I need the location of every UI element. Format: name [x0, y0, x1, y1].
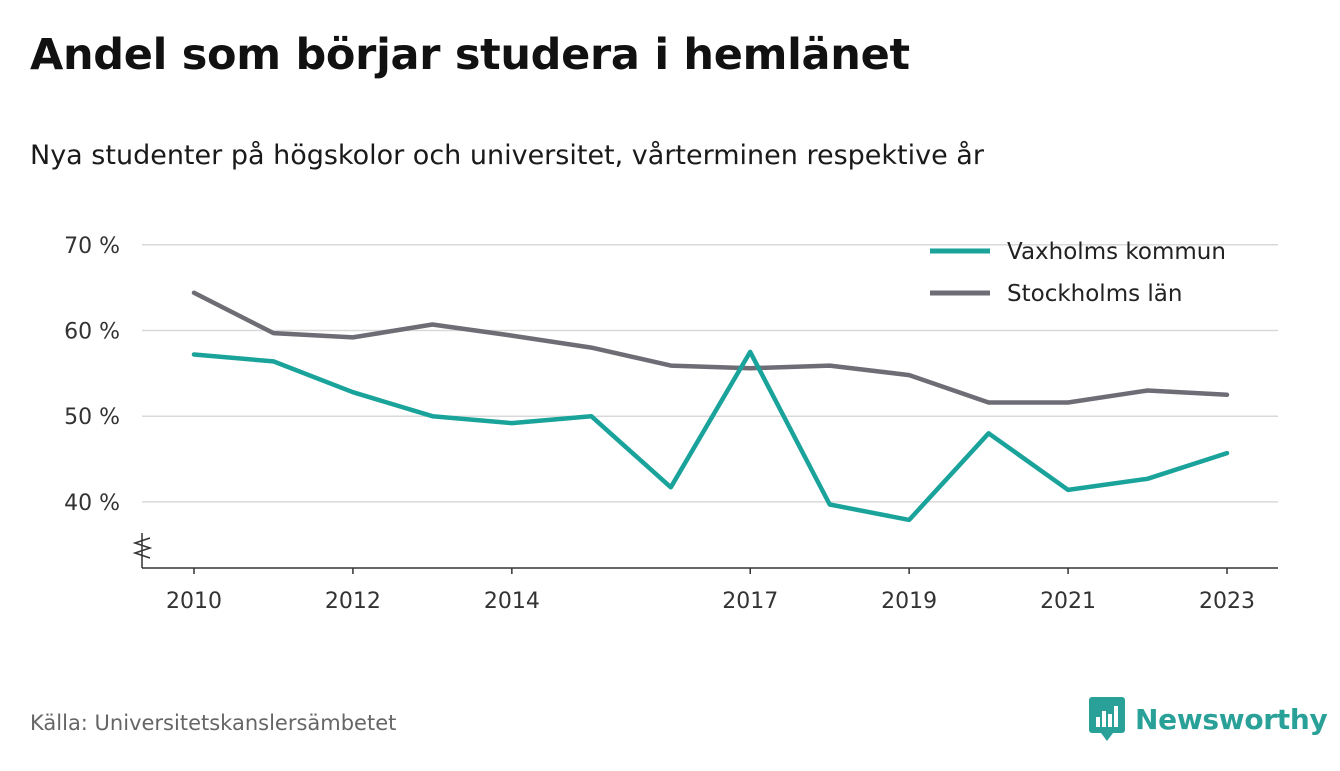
x-tick-label: 2021	[1040, 589, 1096, 614]
y-axis-break	[132, 537, 153, 559]
newsworthy-logo-icon	[1089, 697, 1125, 741]
brand-name: Newsworthy	[1135, 702, 1328, 736]
x-tick-label: 2017	[722, 589, 778, 614]
x-tick-label: 2010	[166, 589, 222, 614]
x-tick-label: 2023	[1199, 589, 1255, 614]
source-note: Källa: Universitetskanslersämbetet	[30, 711, 397, 735]
legend-label: Stockholms län	[1007, 281, 1182, 307]
y-tick-label: 50 %	[64, 405, 120, 430]
axes: 40 % 50 % 60 % 70 % 2010 2012 2014 2017 2019 2021…	[64, 234, 1278, 614]
chart-title: Andel som börjar studera i hemlänet	[30, 30, 910, 80]
series-lines	[191, 290, 1230, 523]
x-tick-label: 2019	[881, 589, 937, 614]
y-tick-label: 70 %	[64, 234, 120, 259]
series-line-vaxholm	[191, 349, 1230, 523]
line-chart: 40 % 50 % 60 % 70 % 2010 2012 2014 2017 2019 2021…	[64, 234, 1278, 614]
x-tick-label: 2014	[484, 589, 540, 614]
brand-logo: Newsworthy	[1089, 697, 1328, 741]
y-tick-label: 40 %	[64, 491, 120, 516]
legend: Vaxholms kommun Stockholms län	[930, 239, 1226, 307]
legend-label: Vaxholms kommun	[1007, 239, 1226, 265]
y-tick-label: 60 %	[64, 320, 120, 345]
grid-lines	[142, 244, 1278, 503]
chart-subtitle: Nya studenter på högskolor och universit…	[30, 140, 984, 171]
series-line-stockholm	[191, 290, 1230, 405]
x-tick-label: 2012	[325, 589, 381, 614]
